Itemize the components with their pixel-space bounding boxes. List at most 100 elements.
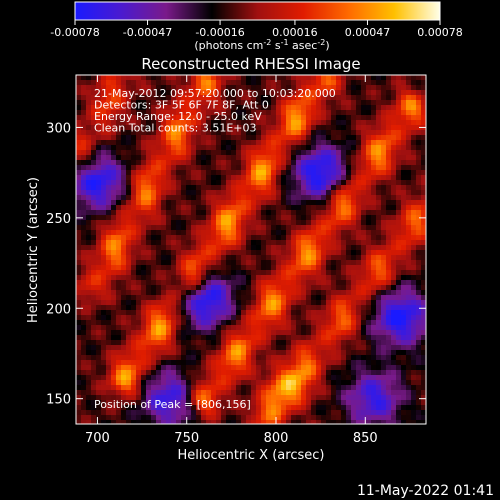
heatmap-cell <box>91 295 97 301</box>
heatmap-cell <box>346 350 352 356</box>
heatmap-cell <box>166 340 172 346</box>
heatmap-cell <box>336 395 342 401</box>
colorbar-unit-label: (photons cm-2 s-1 asec-2) <box>194 38 329 52</box>
heatmap-cell <box>321 145 327 151</box>
heatmap-cell <box>286 380 292 386</box>
heatmap-cell <box>136 415 142 421</box>
heatmap-cell <box>366 200 372 206</box>
heatmap-cell <box>276 395 282 401</box>
heatmap-cell <box>396 395 402 401</box>
heatmap-cell <box>331 125 337 131</box>
heatmap-cell <box>111 330 117 336</box>
heatmap-cell <box>366 80 372 86</box>
heatmap-cell <box>181 100 187 106</box>
heatmap-cell <box>401 310 407 316</box>
heatmap-cell <box>171 310 177 316</box>
colorbar-tick-label: 0.00078 <box>417 26 463 39</box>
heatmap-cell <box>211 90 217 96</box>
heatmap-cell <box>371 155 377 161</box>
heatmap-cell <box>136 340 142 346</box>
heatmap-cell <box>251 105 257 111</box>
heatmap-cell <box>176 150 182 156</box>
heatmap-cell <box>151 260 157 266</box>
heatmap-cell <box>246 310 252 316</box>
heatmap-cell <box>296 85 302 91</box>
heatmap-cell <box>421 95 426 101</box>
heatmap-cell <box>376 160 382 166</box>
heatmap-cell <box>186 315 192 321</box>
heatmap-cell <box>401 400 407 406</box>
heatmap-cell <box>166 205 172 211</box>
heatmap-cell <box>171 355 177 361</box>
heatmap-cell <box>261 270 267 276</box>
heatmap-cell <box>231 105 237 111</box>
heatmap-cell <box>266 125 272 131</box>
heatmap-cell <box>331 140 337 146</box>
heatmap-cell <box>86 170 92 176</box>
heatmap-cell <box>231 380 237 386</box>
heatmap-cell <box>216 280 222 286</box>
heatmap-cell <box>81 250 87 256</box>
heatmap-cell <box>301 420 307 424</box>
heatmap-cell <box>91 180 97 186</box>
heatmap-cell <box>156 305 162 311</box>
heatmap-cell <box>411 370 417 376</box>
heatmap-cell <box>361 95 367 101</box>
heatmap-cell <box>391 220 397 226</box>
heatmap-cell <box>171 115 177 121</box>
heatmap-cell <box>176 335 182 341</box>
heatmap-cell <box>216 135 222 141</box>
heatmap-cell <box>201 240 207 246</box>
heatmap-cell <box>161 270 167 276</box>
heatmap-cell <box>341 100 347 106</box>
heatmap-cell <box>151 210 157 216</box>
heatmap-cell <box>386 340 392 346</box>
heatmap-cell <box>396 365 402 371</box>
heatmap-cell <box>336 135 342 141</box>
heatmap-cell <box>111 360 117 366</box>
heatmap-cell <box>226 300 232 306</box>
heatmap-cell <box>371 375 377 381</box>
heatmap-cell <box>151 395 157 401</box>
heatmap-cell <box>341 375 347 381</box>
heatmap-cell <box>366 390 372 396</box>
heatmap-cell <box>366 180 372 186</box>
heatmap-cell <box>121 155 127 161</box>
heatmap-cell <box>91 210 97 216</box>
heatmap-cell <box>261 330 267 336</box>
heatmap-cell <box>421 155 426 161</box>
heatmap-cell <box>156 90 162 96</box>
heatmap-cell <box>216 305 222 311</box>
heatmap-cell <box>181 320 187 326</box>
heatmap-cell <box>146 180 152 186</box>
heatmap-cell <box>236 120 242 126</box>
heatmap-cell <box>196 180 202 186</box>
heatmap-cell <box>341 380 347 386</box>
heatmap-cell <box>371 180 377 186</box>
heatmap-cell <box>421 115 426 121</box>
heatmap-cell <box>221 385 227 391</box>
heatmap-cell <box>286 265 292 271</box>
heatmap-cell <box>256 365 262 371</box>
heatmap-cell <box>201 230 207 236</box>
heatmap-cell <box>246 190 252 196</box>
heatmap-cell <box>411 265 417 271</box>
heatmap-cell <box>126 405 132 411</box>
heatmap-cell <box>396 105 402 111</box>
heatmap-cell <box>161 245 167 251</box>
heatmap-cell <box>271 325 277 331</box>
heatmap-cell <box>286 270 292 276</box>
heatmap-cell <box>401 330 407 336</box>
heatmap-cell <box>91 220 97 226</box>
heatmap-cell <box>86 125 92 131</box>
heatmap-cell <box>176 320 182 326</box>
heatmap-cell <box>311 160 317 166</box>
heatmap-cell <box>321 390 327 396</box>
heatmap-cell <box>86 135 92 141</box>
heatmap-cell <box>386 125 392 131</box>
heatmap-cell <box>286 320 292 326</box>
heatmap-cell <box>246 370 252 376</box>
heatmap-cell <box>361 180 367 186</box>
heatmap-cell <box>256 340 262 346</box>
heatmap-cell <box>386 345 392 351</box>
